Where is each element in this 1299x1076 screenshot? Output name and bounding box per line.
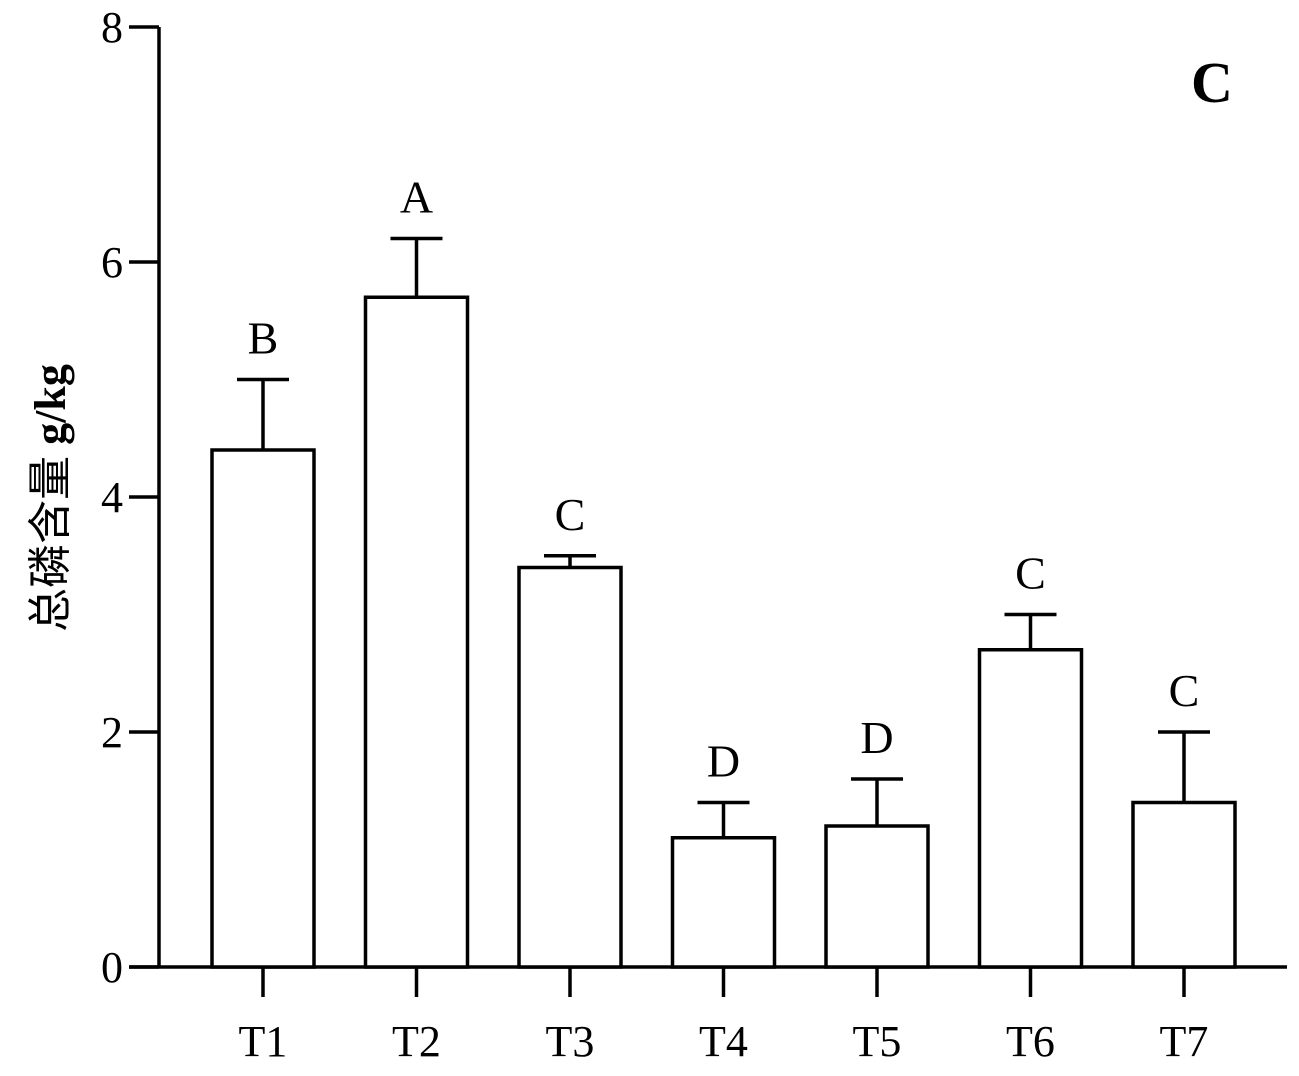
y-axis-title-text: 总磷含量 <box>26 445 75 632</box>
significance-letter: D <box>707 736 740 787</box>
significance-letter: C <box>555 489 586 540</box>
significance-letter: A <box>400 172 433 223</box>
x-tick-label: T4 <box>699 1017 748 1066</box>
bar-t5 <box>824 824 930 969</box>
significance-letter: C <box>1169 665 1200 716</box>
significance-letter: D <box>860 712 893 763</box>
y-axis-title: 总磷含量 g/kg <box>26 364 75 632</box>
y-tick-label: 6 <box>101 238 123 287</box>
bar-t6 <box>977 648 1084 969</box>
bar-t1 <box>210 448 316 969</box>
significance-letter: B <box>248 313 279 364</box>
x-tick-label: T2 <box>392 1017 441 1066</box>
axes: 0 2 4 6 8 <box>101 3 1287 997</box>
bar-t4 <box>670 836 777 969</box>
panel-label: C <box>1191 50 1233 115</box>
x-tick-label: T5 <box>853 1017 902 1066</box>
y-tick-label: 0 <box>101 943 123 992</box>
y-tick-label: 8 <box>101 3 123 52</box>
x-tick-label: T1 <box>239 1017 288 1066</box>
significance-letter: C <box>1015 548 1046 599</box>
y-tick-label: 2 <box>101 708 123 757</box>
x-tick-label: T7 <box>1160 1017 1209 1066</box>
y-tick-label: 4 <box>101 473 123 522</box>
bar-t2 <box>363 295 470 969</box>
bar-t3 <box>517 565 623 969</box>
labels: T1 B T2 A T3 C T4 D T5 D T6 C T7 C <box>239 172 1209 1067</box>
bars <box>210 236 1237 969</box>
x-tick-label: T6 <box>1006 1017 1055 1066</box>
x-tick-label: T3 <box>546 1017 595 1066</box>
y-axis-title-unit: g/kg <box>26 364 75 445</box>
bar-t7 <box>1131 800 1237 969</box>
